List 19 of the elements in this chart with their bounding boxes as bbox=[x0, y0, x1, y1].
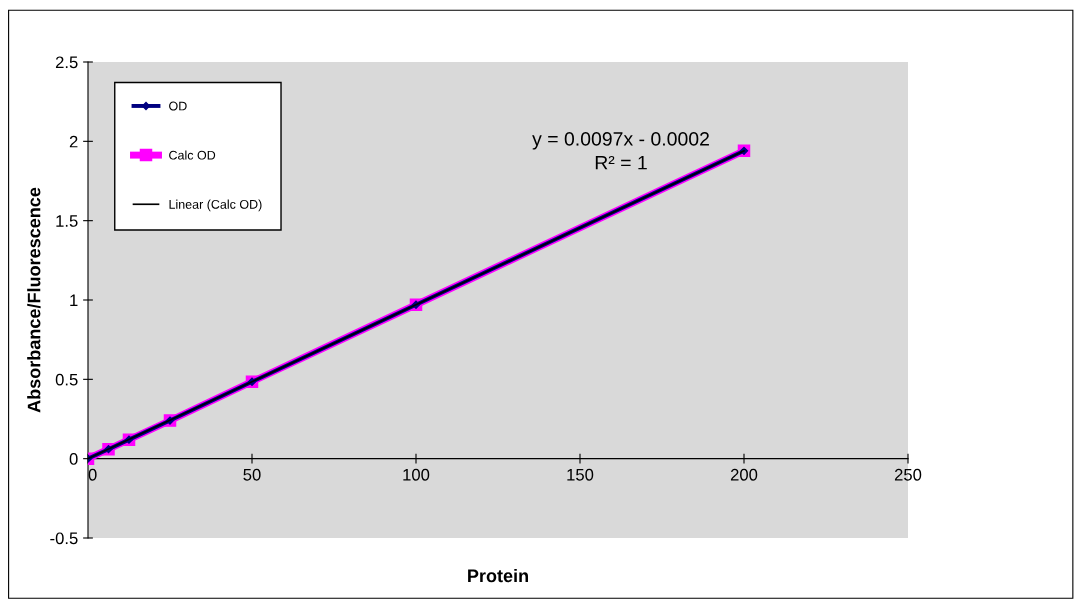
y-tick-label: -0.5 bbox=[50, 532, 78, 545]
y-tick-label: 1 bbox=[70, 294, 78, 307]
legend-label: OD bbox=[169, 101, 187, 111]
y-tick-label: 2.5 bbox=[55, 56, 78, 69]
y-tick-label: 2 bbox=[69, 135, 78, 148]
x-axis-title: Protein bbox=[468, 568, 528, 583]
x-tick-label: 200 bbox=[730, 468, 758, 481]
y-tick-label: 1.5 bbox=[56, 215, 78, 227]
x-tick-label: 50 bbox=[243, 468, 261, 481]
legend-label: Calc OD bbox=[169, 150, 216, 160]
x-tick-label: 100 bbox=[403, 468, 430, 481]
legend-label: Linear (Calc OD) bbox=[169, 199, 262, 212]
x-tick-label: 250 bbox=[894, 468, 922, 481]
annotation: R² = 1 bbox=[595, 155, 647, 170]
y-tick-label: 0 bbox=[69, 453, 78, 465]
y-axis-title: Absorbance/Fluorescence bbox=[27, 187, 41, 413]
annotation: y = 0.0097x - 0.0002 bbox=[532, 131, 709, 150]
x-tick-label: 150 bbox=[567, 468, 594, 481]
y-tick-label: 0.5 bbox=[55, 373, 78, 386]
